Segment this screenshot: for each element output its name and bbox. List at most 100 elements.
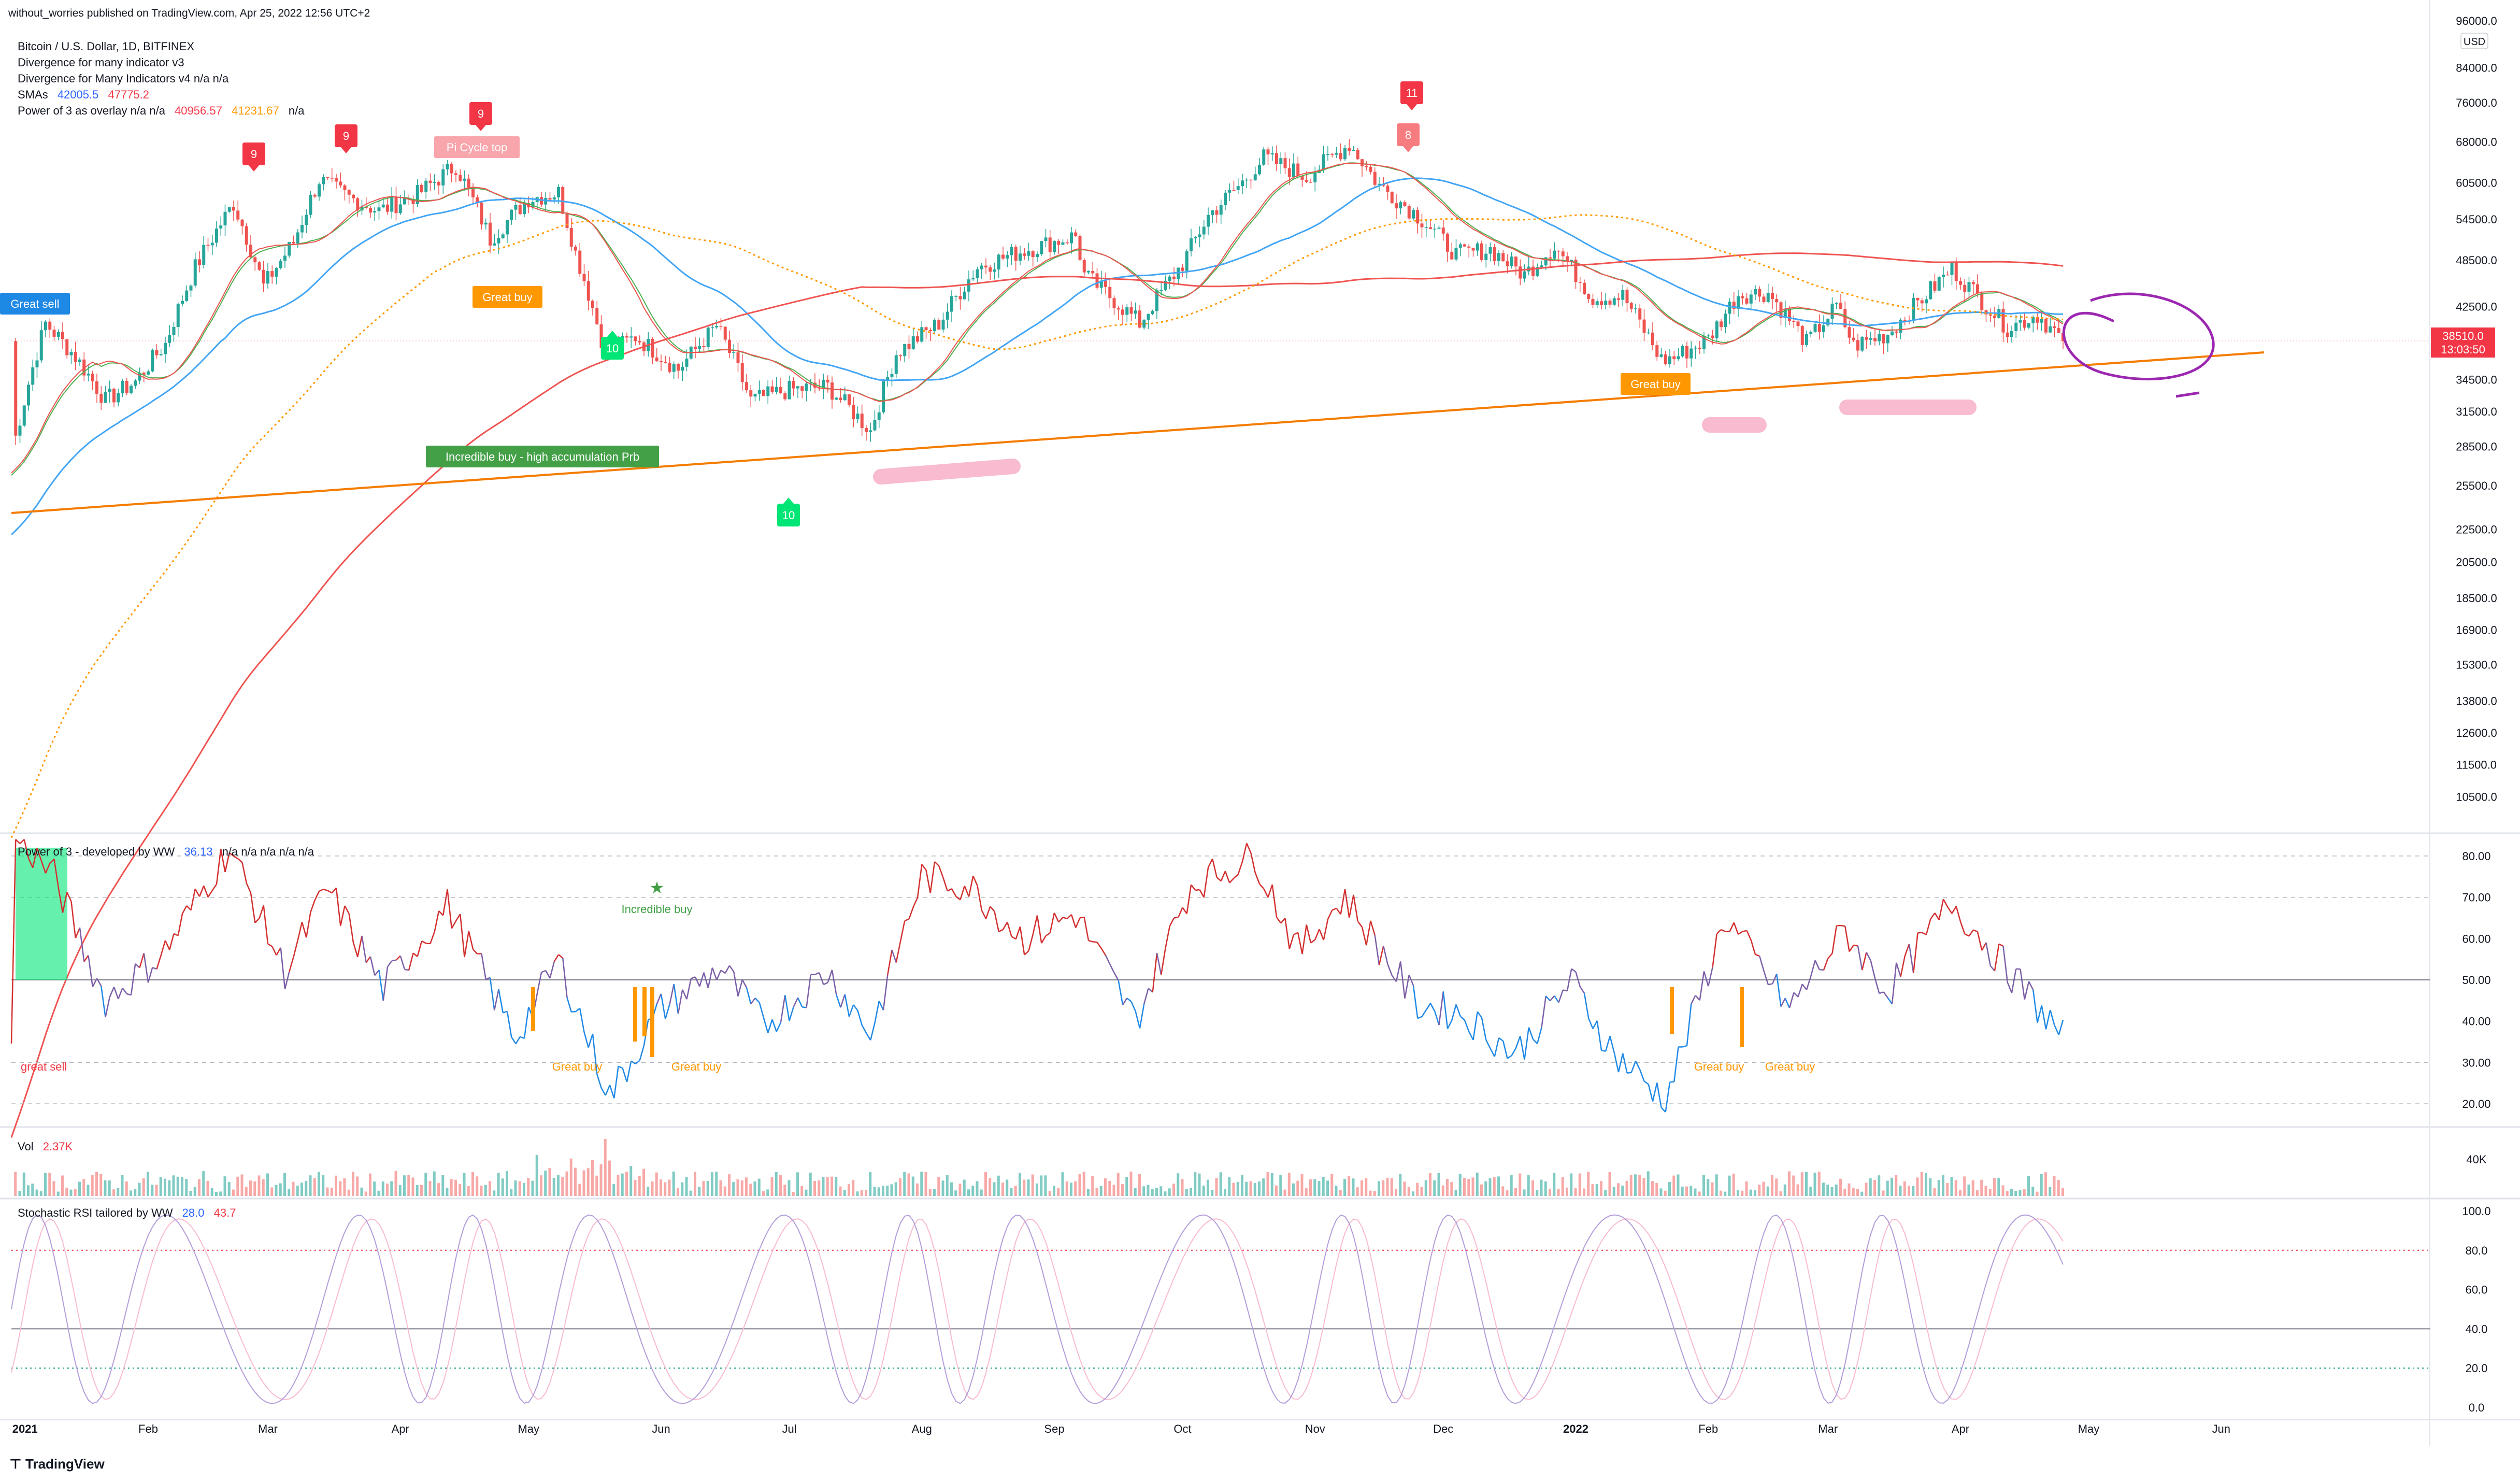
power3-line-segment xyxy=(1096,942,1102,949)
legend-smas-label: SMAs xyxy=(18,88,48,101)
legend-divergence-v3[interactable]: Divergence for many indicator v3 xyxy=(18,56,184,69)
volume-bar xyxy=(916,1183,919,1196)
candle-body xyxy=(1933,281,1937,291)
td-sequential-badge-text: 10 xyxy=(782,509,795,522)
power3-line-segment xyxy=(1387,964,1393,976)
power3-great-buy-bar xyxy=(1740,987,1744,1047)
power3-line-segment xyxy=(1250,853,1256,873)
volume-bar xyxy=(193,1187,196,1196)
volume-bar xyxy=(232,1189,235,1196)
power3-line-segment xyxy=(23,839,30,859)
power3-line-segment xyxy=(1596,1020,1602,1051)
candle-body xyxy=(1583,282,1586,294)
volume-bar xyxy=(1779,1191,1782,1196)
power3-line-segment xyxy=(1857,946,1863,971)
power3-line-segment xyxy=(284,972,290,990)
currency-badge xyxy=(2460,33,2488,49)
candle-body xyxy=(1655,345,1659,357)
power3-line-segment xyxy=(1515,1035,1521,1048)
candle-body xyxy=(69,352,73,355)
volume-bar xyxy=(719,1180,722,1196)
candle-body xyxy=(1587,294,1591,299)
last-price-label: 38510.0 xyxy=(2442,330,2484,343)
volume-bar xyxy=(1305,1188,1308,1196)
candle-body xyxy=(95,381,98,394)
power3-line-segment xyxy=(562,958,568,998)
volume-bar xyxy=(1920,1172,1923,1196)
power3-line-segment xyxy=(1712,933,1717,968)
power3-line-segment xyxy=(139,953,145,968)
power3-line-segment xyxy=(1083,917,1090,941)
power3-line-segment xyxy=(1682,1045,1687,1048)
volume-bar xyxy=(493,1190,496,1196)
volume-bar xyxy=(1715,1174,1718,1196)
volume-bar xyxy=(305,1180,308,1196)
sma-21-green-line xyxy=(11,162,2064,476)
volume-bar xyxy=(1762,1181,1765,1196)
candle-body xyxy=(1493,247,1496,261)
candle-body xyxy=(245,226,248,245)
volume-bar xyxy=(1848,1183,1851,1196)
volume-bar xyxy=(958,1184,962,1196)
volume-bar xyxy=(1591,1184,1594,1196)
legend-divergence-v4[interactable]: Divergence for Many Indicators v4 n/a n/… xyxy=(18,72,229,85)
volume-bar xyxy=(1181,1179,1184,1196)
volume-bar xyxy=(1309,1179,1312,1196)
power3-line-segment xyxy=(1716,929,1722,934)
power3-line-segment xyxy=(1191,884,1196,891)
tradingview-logo[interactable]: ⊤ TradingView xyxy=(9,1456,105,1472)
legend-power3-overlay[interactable]: Power of 3 as overlay n/a n/a 40956.57 4… xyxy=(18,103,304,119)
volume-bar xyxy=(1741,1190,1744,1196)
candle-body xyxy=(275,268,278,277)
volume-bar xyxy=(424,1173,427,1196)
candle-body xyxy=(1001,254,1005,259)
candle-body xyxy=(736,352,740,364)
candle-body xyxy=(1091,270,1095,274)
legend-symbol[interactable]: Bitcoin / U.S. Dollar, 1D, BITFINEX xyxy=(18,40,195,53)
candle-body xyxy=(386,204,389,212)
sma-20-red-line xyxy=(11,163,2064,474)
candle-body xyxy=(1561,251,1565,256)
volume-bar xyxy=(2031,1186,2035,1196)
support-trendline xyxy=(11,351,2265,514)
candle-body xyxy=(757,390,761,394)
candle-body xyxy=(1724,314,1727,327)
candle-body xyxy=(1971,282,1975,284)
power3-line-segment xyxy=(2024,981,2030,1000)
price-tick-label: 22500.0 xyxy=(2456,523,2497,536)
candle-body xyxy=(1082,260,1086,273)
volume-bar xyxy=(1441,1185,1444,1196)
volume-legend[interactable]: Vol 2.37K xyxy=(18,1138,73,1155)
power3-line-segment xyxy=(1485,1039,1491,1049)
volume-bar xyxy=(121,1175,124,1196)
candle-body xyxy=(805,383,808,391)
volume-bar xyxy=(1984,1186,1987,1196)
volume-bar xyxy=(1104,1178,1107,1196)
power3-line-segment xyxy=(254,918,260,923)
stoch-legend[interactable]: Stochastic RSI tailored by WW 28.0 43.7 xyxy=(18,1205,236,1221)
candle-body xyxy=(1488,247,1492,254)
volume-bar xyxy=(1313,1179,1316,1196)
power3-legend[interactable]: Power of 3 - developed by WW 36.13 n/a n… xyxy=(18,844,314,860)
candle-body xyxy=(1817,324,1821,332)
candle-body xyxy=(1886,335,1889,344)
power3-line-segment xyxy=(1378,946,1384,965)
power3-line-segment xyxy=(716,970,722,980)
candle-body xyxy=(899,355,902,357)
candle-body xyxy=(651,338,654,358)
great-buy-label-text: Great buy xyxy=(482,291,533,304)
power3-line-segment xyxy=(771,1019,777,1032)
volume-bar xyxy=(69,1189,73,1196)
legend-smas[interactable]: SMAs 42005.5 47775.2 xyxy=(18,87,304,103)
power3-line-segment xyxy=(1045,932,1051,937)
power3-line-segment xyxy=(289,957,294,972)
candle-body xyxy=(574,246,577,251)
td-sequential-badge-pointer xyxy=(783,497,794,504)
power3-line-segment xyxy=(1182,907,1187,915)
volume-bar xyxy=(1348,1176,1351,1196)
candle-body xyxy=(1595,301,1599,305)
candle-body xyxy=(1878,334,1881,341)
candle-body xyxy=(1988,314,1992,316)
volume-bar xyxy=(1942,1175,1944,1196)
